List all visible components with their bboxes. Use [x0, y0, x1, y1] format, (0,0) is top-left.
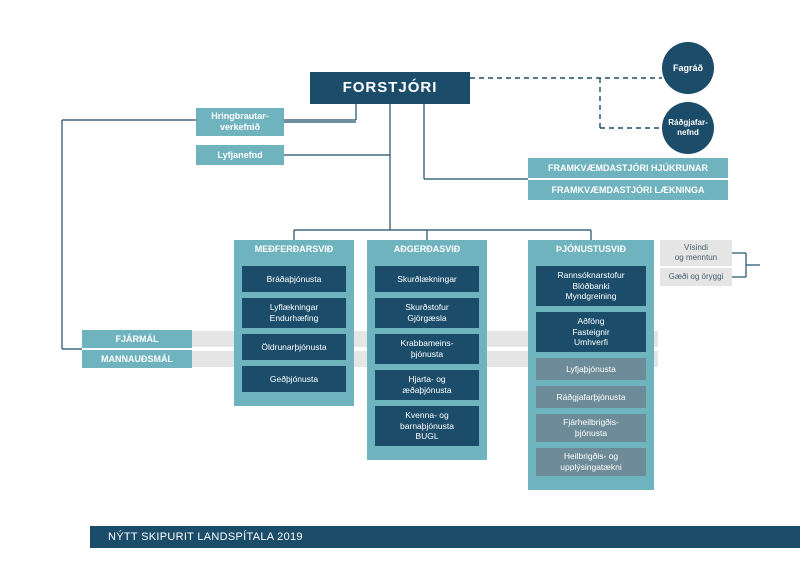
col-thj-header: ÞJÓNUSTUSVIÐ — [528, 240, 654, 258]
col-thj-body: Rannsóknarstofur Blóðbanki Myndgreining A… — [528, 258, 654, 490]
column-item: Hjarta- og æðaþjónusta — [375, 370, 479, 400]
hringbraut-box: Hringbrautar- verkefnið — [196, 108, 284, 136]
director-box: FORSTJÓRI — [310, 72, 470, 104]
column-item: Krabbameins- þjónusta — [375, 334, 479, 364]
fram-hjukr-label: FRAMKVÆMDASTJÓRI HJÚKRUNAR — [548, 163, 708, 174]
gaedi-label: Gæði og öryggi — [669, 272, 724, 282]
lyfjanefnd-label: Lyfjanefnd — [217, 150, 262, 161]
director-label: FORSTJÓRI — [343, 79, 438, 97]
column-item: Skurðlækningar — [375, 266, 479, 292]
column-item: Skurðstofur Gjörgæsla — [375, 298, 479, 328]
column-item: Kvenna- og barnaþjónusta BUGL — [375, 406, 479, 446]
column-item: Lyflækningar Endurhæfing — [242, 298, 346, 328]
column-item: Fjárheilbrigðis- þjónusta — [536, 414, 646, 442]
col-adg-body: Skurðlækningar Skurðstofur Gjörgæsla Krabb… — [367, 258, 487, 460]
column-item: Ráðgjafarþjónusta — [536, 386, 646, 408]
circle-radgjafar: Ráðgjafar- nefnd — [662, 102, 714, 154]
column-item: Bráðaþjónusta — [242, 266, 346, 292]
fram-laekn: FRAMKVÆMDASTJÓRI LÆKNINGA — [528, 180, 728, 200]
column-item: Öldrunarþjónusta — [242, 334, 346, 360]
fram-laekn-label: FRAMKVÆMDASTJÓRI LÆKNINGA — [552, 185, 705, 196]
visindi-box: Vísindi og menntun — [660, 240, 732, 266]
column-item: Rannsóknarstofur Blóðbanki Myndgreining — [536, 266, 646, 306]
footer-bar: NÝTT SKIPURIT LANDSPÍTALA 2019 — [90, 526, 800, 548]
mannaud-box: MANNAUÐSMÁL — [82, 350, 192, 368]
fram-hjukr: FRAMKVÆMDASTJÓRI HJÚKRUNAR — [528, 158, 728, 178]
circle-fagrad-label: Fagráð — [673, 63, 703, 74]
visindi-label: Vísindi og menntun — [675, 243, 717, 262]
circle-radgjafar-label: Ráðgjafar- nefnd — [668, 118, 708, 137]
col-thj-header-label: ÞJÓNUSTUSVIÐ — [556, 244, 626, 255]
lyfjanefnd-box: Lyfjanefnd — [196, 145, 284, 165]
gaedi-box: Gæði og öryggi — [660, 268, 732, 286]
mannaud-label: MANNAUÐSMÁL — [101, 354, 173, 365]
fjarmal-box: FJÁRMÁL — [82, 330, 192, 348]
col-adg-header: AÐGERÐASVIÐ — [367, 240, 487, 258]
footer-label: NÝTT SKIPURIT LANDSPÍTALA 2019 — [108, 531, 303, 543]
column-item: Geðþjónusta — [242, 366, 346, 392]
col-med-body: Bráðaþjónusta Lyflækningar Endurhæfing Öld… — [234, 258, 354, 406]
fjarmal-label: FJÁRMÁL — [116, 334, 159, 345]
col-med-header-label: MEÐFERÐARSVIÐ — [255, 244, 334, 255]
column-item: Lyfjaþjónusta — [536, 358, 646, 380]
col-med-header: MEÐFERÐARSVIÐ — [234, 240, 354, 258]
circle-fagrad: Fagráð — [662, 42, 714, 94]
column-item: Aðföng Fasteignir Umhverfi — [536, 312, 646, 352]
hringbraut-label: Hringbrautar- verkefnið — [211, 111, 269, 133]
column-item: Heilbrigðis- og upplýsingatækni — [536, 448, 646, 476]
col-adg-header-label: AÐGERÐASVIÐ — [394, 244, 461, 255]
